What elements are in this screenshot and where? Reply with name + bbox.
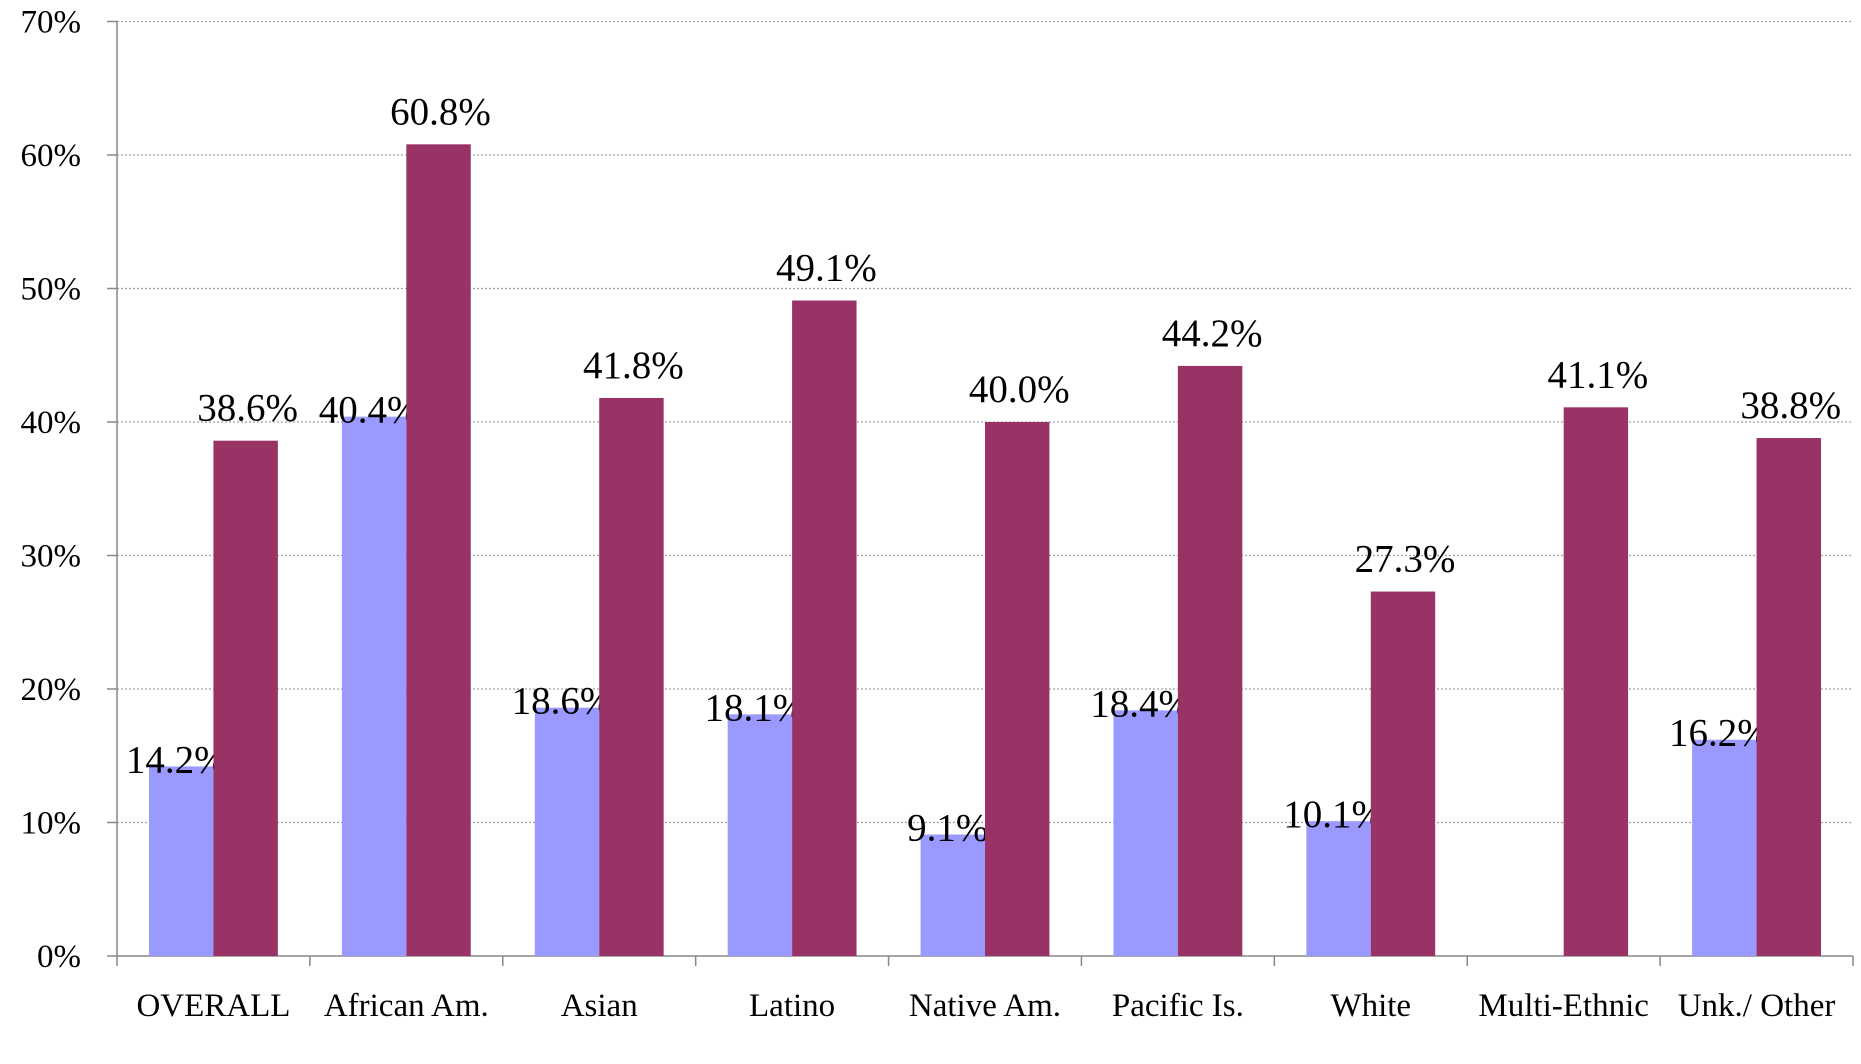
bar [406,144,471,956]
bar [1563,407,1629,956]
x-tick-label: White [1330,988,1412,1024]
data-label: 44.2% [1162,312,1263,355]
data-label: 38.8% [1740,384,1841,427]
bar [792,300,857,956]
bar [534,707,600,956]
bar [1692,739,1757,956]
x-tick-label: Multi-Ethnic [1478,988,1649,1024]
data-label: 41.8% [583,344,684,387]
x-tick-label: Native Am. [908,988,1062,1024]
data-label: 9.1% [907,807,988,850]
bar [727,714,793,956]
y-tick-label: 20% [21,672,82,708]
bar [1113,710,1178,956]
y-tick-label: 60% [21,138,82,174]
bar [213,440,278,956]
data-label: 60.8% [390,90,491,133]
y-tick-label: 40% [21,405,82,441]
bar [1756,438,1821,956]
x-tick-label: Unk./ Other [1677,988,1836,1024]
y-tick-label: 70% [21,5,82,41]
data-label: 27.3% [1355,538,1456,581]
bar [920,834,985,956]
y-tick-label: 30% [21,539,82,575]
x-tick-label: African Am. [323,988,489,1024]
data-label: 38.6% [197,387,298,430]
bar [1370,591,1436,956]
data-label: 18.4% [1090,682,1191,725]
data-label: 18.1% [705,686,806,729]
data-label: 18.6% [512,680,613,723]
x-tick-label: Pacific Is. [1111,988,1244,1024]
data-label: 49.1% [776,247,877,290]
data-label: 16.2% [1669,712,1770,755]
data-label: 14.2% [126,738,227,781]
data-label: 41.1% [1548,353,1649,396]
bar [149,766,214,956]
bar [341,416,407,956]
bar [599,397,664,957]
data-label: 40.4% [319,389,420,432]
x-tick-label: Asian [560,988,638,1024]
x-tick-label: OVERALL [136,988,291,1024]
bar [1177,365,1243,956]
y-tick-label: 10% [21,806,82,842]
data-label: 10.1% [1283,793,1384,836]
bar [1306,821,1371,956]
bar [985,422,1050,956]
y-tick-label: 50% [21,272,82,308]
data-label: 40.0% [969,368,1070,411]
y-tick-label: 0% [37,939,81,975]
x-tick-label: Latino [749,988,836,1024]
